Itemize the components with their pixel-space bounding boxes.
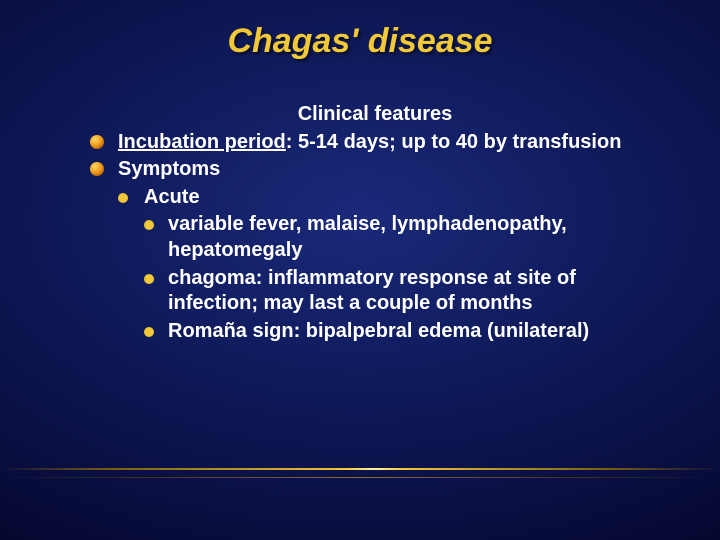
subtitle: Clinical features (90, 102, 660, 128)
bullet-acute-c: Romaña sign: bipalpebral edema (unilater… (144, 319, 660, 345)
bullet-incubation: Incubation period: 5-14 days; up to 40 b… (90, 130, 660, 156)
divider-line-bottom (0, 477, 720, 478)
bullet-acute: Acute (118, 185, 660, 211)
slide: Chagas' disease Clinical features Incuba… (0, 0, 720, 540)
bullet-symptoms: Symptoms (90, 157, 660, 183)
slide-title: Chagas' disease (0, 22, 720, 61)
slide-body: Clinical features Incubation period: 5-1… (90, 102, 660, 346)
bullet-acute-a: variable fever, malaise, lymphadenopathy… (144, 212, 660, 263)
incubation-rest: : 5-14 days; up to 40 by transfusion (286, 131, 622, 153)
incubation-label: Incubation period (118, 131, 286, 153)
bullet-acute-b: chagoma: inflammatory response at site o… (144, 266, 660, 317)
divider-line-top (0, 468, 720, 470)
